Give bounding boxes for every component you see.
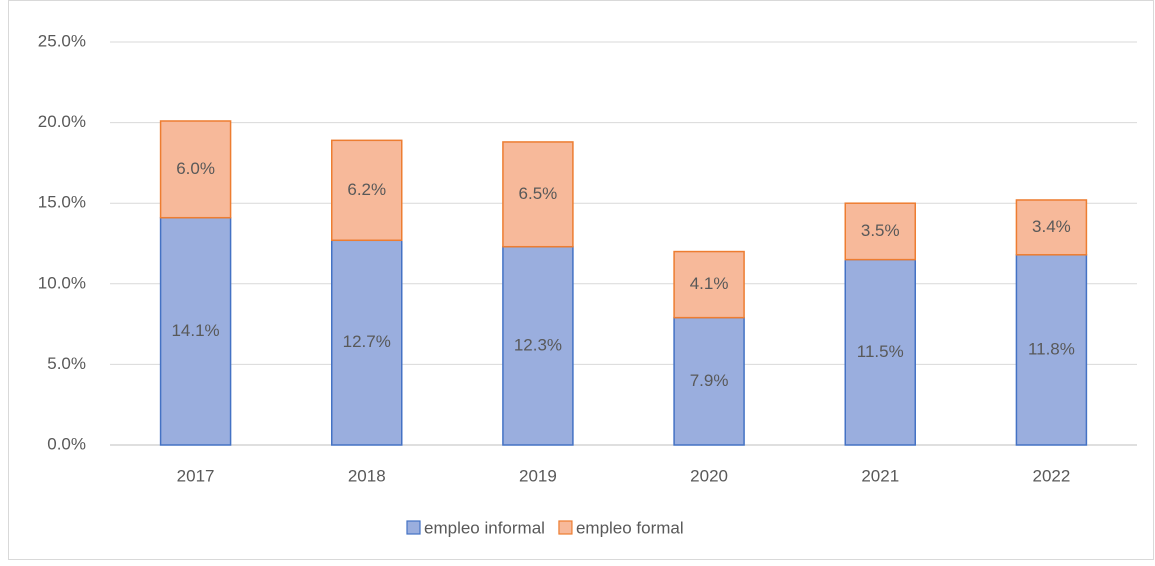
data-label: 6.5% — [519, 184, 558, 203]
x-tick-label: 2020 — [690, 466, 728, 485]
data-label: 6.0% — [176, 159, 215, 178]
y-tick-label: 5.0% — [47, 354, 86, 373]
y-tick-label: 0.0% — [47, 434, 86, 453]
y-tick-label: 15.0% — [38, 193, 86, 212]
bar-segment — [673, 316, 745, 446]
x-tick-label: 2017 — [177, 466, 215, 485]
bar-segment — [331, 139, 403, 242]
data-label: 3.5% — [861, 221, 900, 240]
bar-segment — [502, 245, 574, 446]
data-label: 11.8% — [1028, 339, 1075, 358]
y-tick-label: 25.0% — [38, 31, 86, 50]
data-label: 3.4% — [1032, 217, 1071, 236]
x-tick-label: 2019 — [519, 466, 557, 485]
data-label: 4.1% — [690, 274, 729, 293]
data-label: 6.2% — [347, 180, 386, 199]
data-label: 7.9% — [690, 371, 729, 390]
data-label: 14.1% — [171, 321, 219, 340]
bar-segment — [1015, 254, 1088, 446]
x-tick-label: 2022 — [1033, 466, 1071, 485]
bar-segment — [159, 216, 232, 446]
bar-segment — [844, 202, 916, 261]
legend-swatch — [406, 520, 421, 535]
x-tick-label: 2018 — [348, 466, 386, 485]
data-label: 11.5% — [857, 342, 904, 361]
bar-segment — [502, 141, 574, 248]
legend-label: empleo formal — [576, 518, 684, 537]
legend-swatch — [558, 520, 573, 535]
x-tick-label: 2021 — [861, 466, 899, 485]
legend-label: empleo informal — [424, 518, 545, 537]
bar-segment — [844, 258, 916, 446]
y-tick-label: 10.0% — [38, 273, 86, 292]
bar-segment — [159, 120, 232, 219]
data-label: 12.3% — [514, 335, 562, 354]
bar-segment — [673, 250, 745, 319]
y-tick-label: 20.0% — [38, 112, 86, 131]
data-label: 12.7% — [343, 332, 391, 351]
bar-segment — [1015, 199, 1088, 256]
